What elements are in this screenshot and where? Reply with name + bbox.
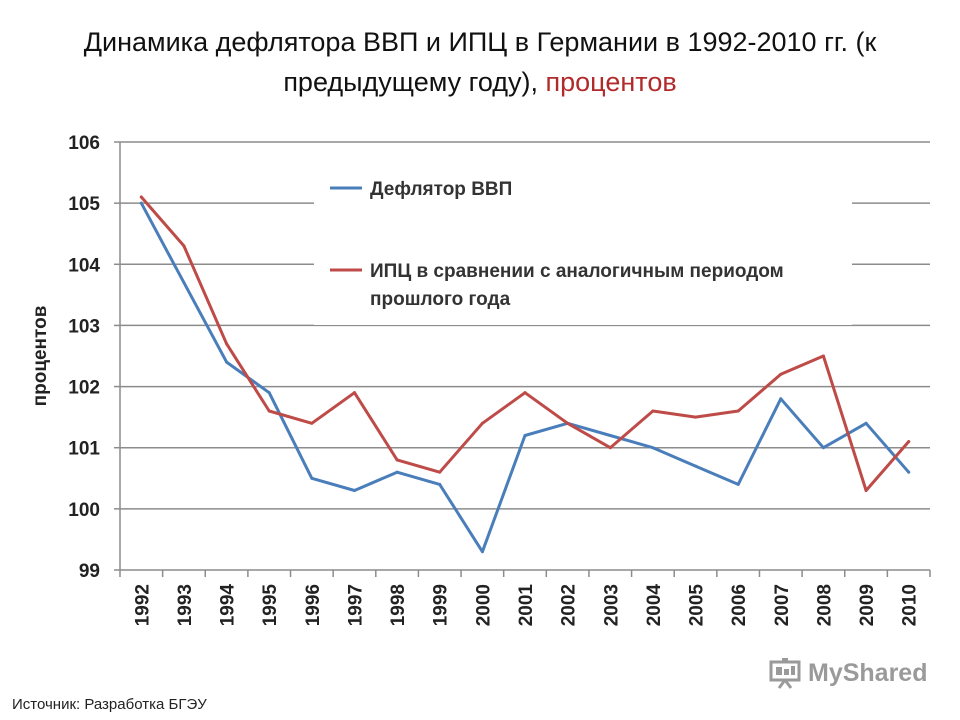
data-point-s2-2004 [651, 409, 655, 413]
data-point-s1-1994 [225, 360, 229, 364]
data-point-s1-1993 [182, 281, 186, 285]
title-accent: процентов [545, 67, 677, 97]
data-point-s2-2002 [566, 421, 570, 425]
data-point-s2-1998 [395, 458, 399, 462]
x-tick-label-2000: 2000 [473, 584, 494, 626]
data-point-s1-2001 [523, 433, 527, 437]
y-axis-label: процентов [30, 306, 51, 407]
watermark: MyShared [768, 656, 927, 690]
x-tick-label-1992: 1992 [132, 584, 153, 626]
x-tick-label-2002: 2002 [559, 584, 580, 626]
data-point-s1-1992 [139, 201, 143, 205]
data-point-s2-2005 [694, 415, 698, 419]
data-point-s2-2001 [523, 391, 527, 395]
x-tick-label-1998: 1998 [388, 584, 409, 626]
data-point-s1-1997 [352, 489, 356, 493]
data-point-s2-2006 [736, 409, 740, 413]
legend-label-1: Дефлятор ВВП [370, 179, 512, 200]
data-point-s1-2010 [907, 470, 911, 474]
data-point-s2-2003 [608, 446, 612, 450]
y-tick-label-106: 106 [68, 133, 100, 154]
data-point-s1-2007 [779, 397, 783, 401]
x-tick-label-2003: 2003 [601, 584, 622, 626]
source-note: Источник: Разработка БГЭУ [12, 696, 207, 713]
x-tick-label-2010: 2010 [900, 584, 921, 626]
data-point-s1-2000 [480, 550, 484, 554]
axes [119, 142, 931, 577]
x-tick-label-2006: 2006 [729, 584, 750, 626]
x-tick-label-1993: 1993 [175, 584, 196, 626]
data-point-s1-1998 [395, 470, 399, 474]
x-tick-label-2007: 2007 [772, 584, 793, 626]
title-line-2: предыдущему году), процентов [40, 62, 920, 102]
x-tick-label-1996: 1996 [303, 584, 324, 626]
series-lines [139, 195, 911, 554]
x-tick-label-2001: 2001 [516, 584, 537, 627]
data-point-s2-2000 [480, 421, 484, 425]
y-tick-label-103: 103 [68, 316, 100, 337]
data-point-s1-2005 [694, 464, 698, 468]
data-point-s2-1996 [310, 421, 314, 425]
data-point-s2-2009 [864, 489, 868, 493]
x-tick-label-2009: 2009 [857, 584, 878, 626]
grid-lines [114, 141, 930, 571]
legend-label-2-line-1: ИПЦ в сравнении с аналогичным периодом [370, 261, 784, 282]
data-point-s1-1996 [310, 476, 314, 480]
y-tick-label-105: 105 [68, 194, 100, 215]
legend-background [314, 160, 852, 325]
y-tick-label-104: 104 [68, 255, 100, 276]
legend-label-2-line-2: прошлого года [370, 289, 511, 310]
title-line-1: Динамика дефлятора ВВП и ИПЦ в Германии … [83, 27, 877, 57]
data-point-s2-1994 [225, 342, 229, 346]
data-point-s1-1999 [438, 482, 442, 486]
data-point-s2-1995 [267, 409, 271, 413]
title-line-2-main: предыдущему году), [283, 67, 546, 97]
x-tick-label-1999: 1999 [431, 584, 452, 626]
data-point-s2-2010 [907, 440, 911, 444]
watermark-text: MyShared [808, 658, 928, 687]
data-point-s2-2007 [779, 372, 783, 376]
presentation-board-icon [769, 658, 801, 689]
chart-title: Динамика дефлятора ВВП и ИПЦ в Германии … [40, 22, 920, 102]
data-point-s2-2008 [821, 354, 825, 358]
x-tick-label-2008: 2008 [814, 584, 835, 626]
data-point-s2-1993 [182, 244, 186, 248]
data-point-s2-1999 [438, 470, 442, 474]
y-tick-label-102: 102 [68, 378, 100, 399]
data-point-s1-2009 [864, 421, 868, 425]
x-tick-label-1994: 1994 [218, 584, 239, 627]
data-point-s1-2006 [736, 482, 740, 486]
x-tick-label-2004: 2004 [644, 584, 665, 627]
data-point-s1-2008 [821, 446, 825, 450]
data-point-s1-2003 [608, 433, 612, 437]
x-tick-label-1997: 1997 [345, 584, 366, 626]
data-point-s1-1995 [267, 391, 271, 395]
data-point-s2-1997 [352, 391, 356, 395]
x-tick-labels: 1992 1993 1994 1995 1996 1997 1998 1999 2000 2001… [132, 584, 920, 627]
x-tick-label-2005: 2005 [687, 584, 708, 627]
data-point-s2-1992 [139, 195, 143, 199]
y-tick-label-100: 100 [68, 500, 100, 521]
y-tick-label-101: 101 [68, 439, 100, 460]
y-tick-labels: 99 100 101 102 103 104 105 106 [68, 133, 100, 582]
legend: Дефлятор ВВП ИПЦ в сравнении с аналогичны… [314, 160, 852, 325]
x-tick-label-1995: 1995 [260, 584, 281, 627]
y-tick-label-99: 99 [79, 561, 100, 582]
data-point-s1-2004 [651, 446, 655, 450]
